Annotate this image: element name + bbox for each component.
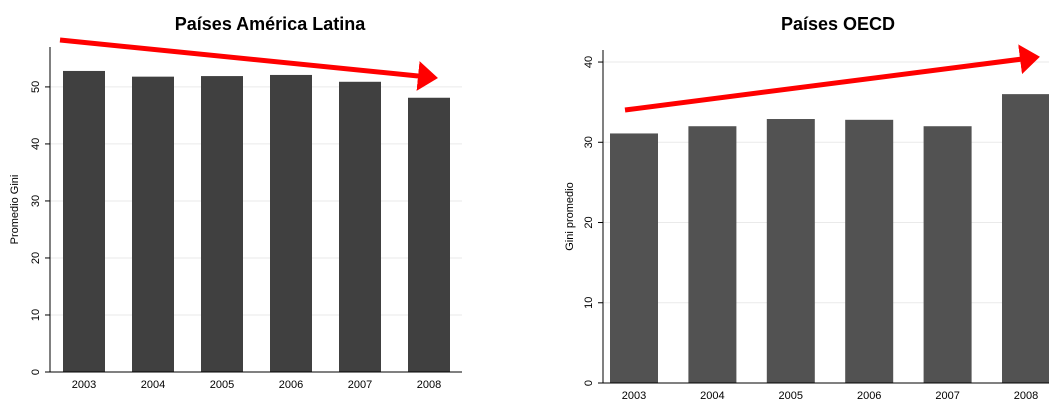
bar <box>688 126 737 383</box>
bar <box>63 70 105 373</box>
y-tick-label: 10 <box>583 297 595 309</box>
x-tick-label: 2006 <box>279 379 303 391</box>
chart-title: Países OECD <box>781 14 895 34</box>
x-tick-label: 2003 <box>622 390 646 402</box>
y-tick-label: 30 <box>583 136 595 148</box>
bar <box>132 76 174 373</box>
y-tick-label: 30 <box>30 195 42 207</box>
y-axis-label: Promedio Gini <box>9 175 21 245</box>
x-tick-label: 2004 <box>141 379 165 391</box>
y-tick-label: 40 <box>583 56 595 68</box>
bar <box>610 133 658 383</box>
y-tick-label: 0 <box>30 369 42 375</box>
y-axis-label: Gini promedio <box>564 182 576 250</box>
bar <box>845 119 894 384</box>
x-tick-label: 2004 <box>700 390 724 402</box>
x-tick-label: 2007 <box>935 390 959 402</box>
x-tick-label: 2003 <box>72 379 96 391</box>
x-tick-label: 2005 <box>779 390 803 402</box>
bar <box>408 97 450 373</box>
bar <box>339 81 381 372</box>
bar <box>923 126 972 383</box>
y-tick-label: 0 <box>583 380 595 386</box>
y-tick-label: 40 <box>30 138 42 150</box>
y-tick-label: 20 <box>30 252 42 264</box>
y-tick-label: 10 <box>30 309 42 321</box>
y-tick-label: 20 <box>583 216 595 228</box>
charts: Países América Latina Promedio Gini 0 10 20 3… <box>9 14 1049 402</box>
x-tick-label: 2006 <box>857 390 881 402</box>
y-tick-label: 50 <box>30 81 42 93</box>
trend-arrow <box>59 37 438 91</box>
bar <box>1002 94 1049 383</box>
trend-arrow <box>624 44 1040 113</box>
bar <box>766 119 815 383</box>
x-tick-label: 2007 <box>348 379 372 391</box>
x-tick-label: 2008 <box>1014 390 1038 402</box>
x-tick-label: 2005 <box>210 379 234 391</box>
bar <box>270 74 312 372</box>
chart-title: Países América Latina <box>175 14 366 34</box>
x-tick-label: 2008 <box>417 379 441 391</box>
bar <box>201 76 243 372</box>
